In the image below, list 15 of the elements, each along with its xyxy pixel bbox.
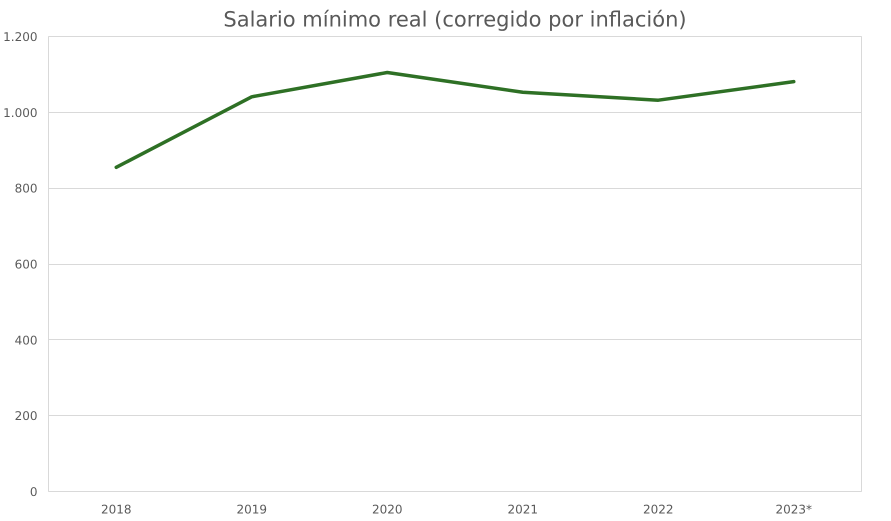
x-tick-label: 2021 <box>507 502 538 516</box>
y-tick-label: 400 <box>14 333 38 348</box>
y-tick-label: 1.000 <box>3 106 38 120</box>
x-tick-label: 2019 <box>236 502 268 516</box>
y-tick-label: 800 <box>14 182 38 196</box>
y-tick-label: 0 <box>30 485 38 499</box>
y-tick-label: 600 <box>14 258 38 272</box>
x-tick-label: 2022 <box>642 502 674 516</box>
x-tick-label: 2018 <box>100 502 132 516</box>
y-tick-label: 1.200 <box>3 30 38 44</box>
y-tick-label: 200 <box>14 409 38 424</box>
x-tick-label: 2020 <box>372 502 403 516</box>
line-series <box>114 70 796 170</box>
x-tick-label: 2023* <box>775 502 812 516</box>
chart-title: Salario mínimo real (corregido por inflación) <box>223 8 687 32</box>
